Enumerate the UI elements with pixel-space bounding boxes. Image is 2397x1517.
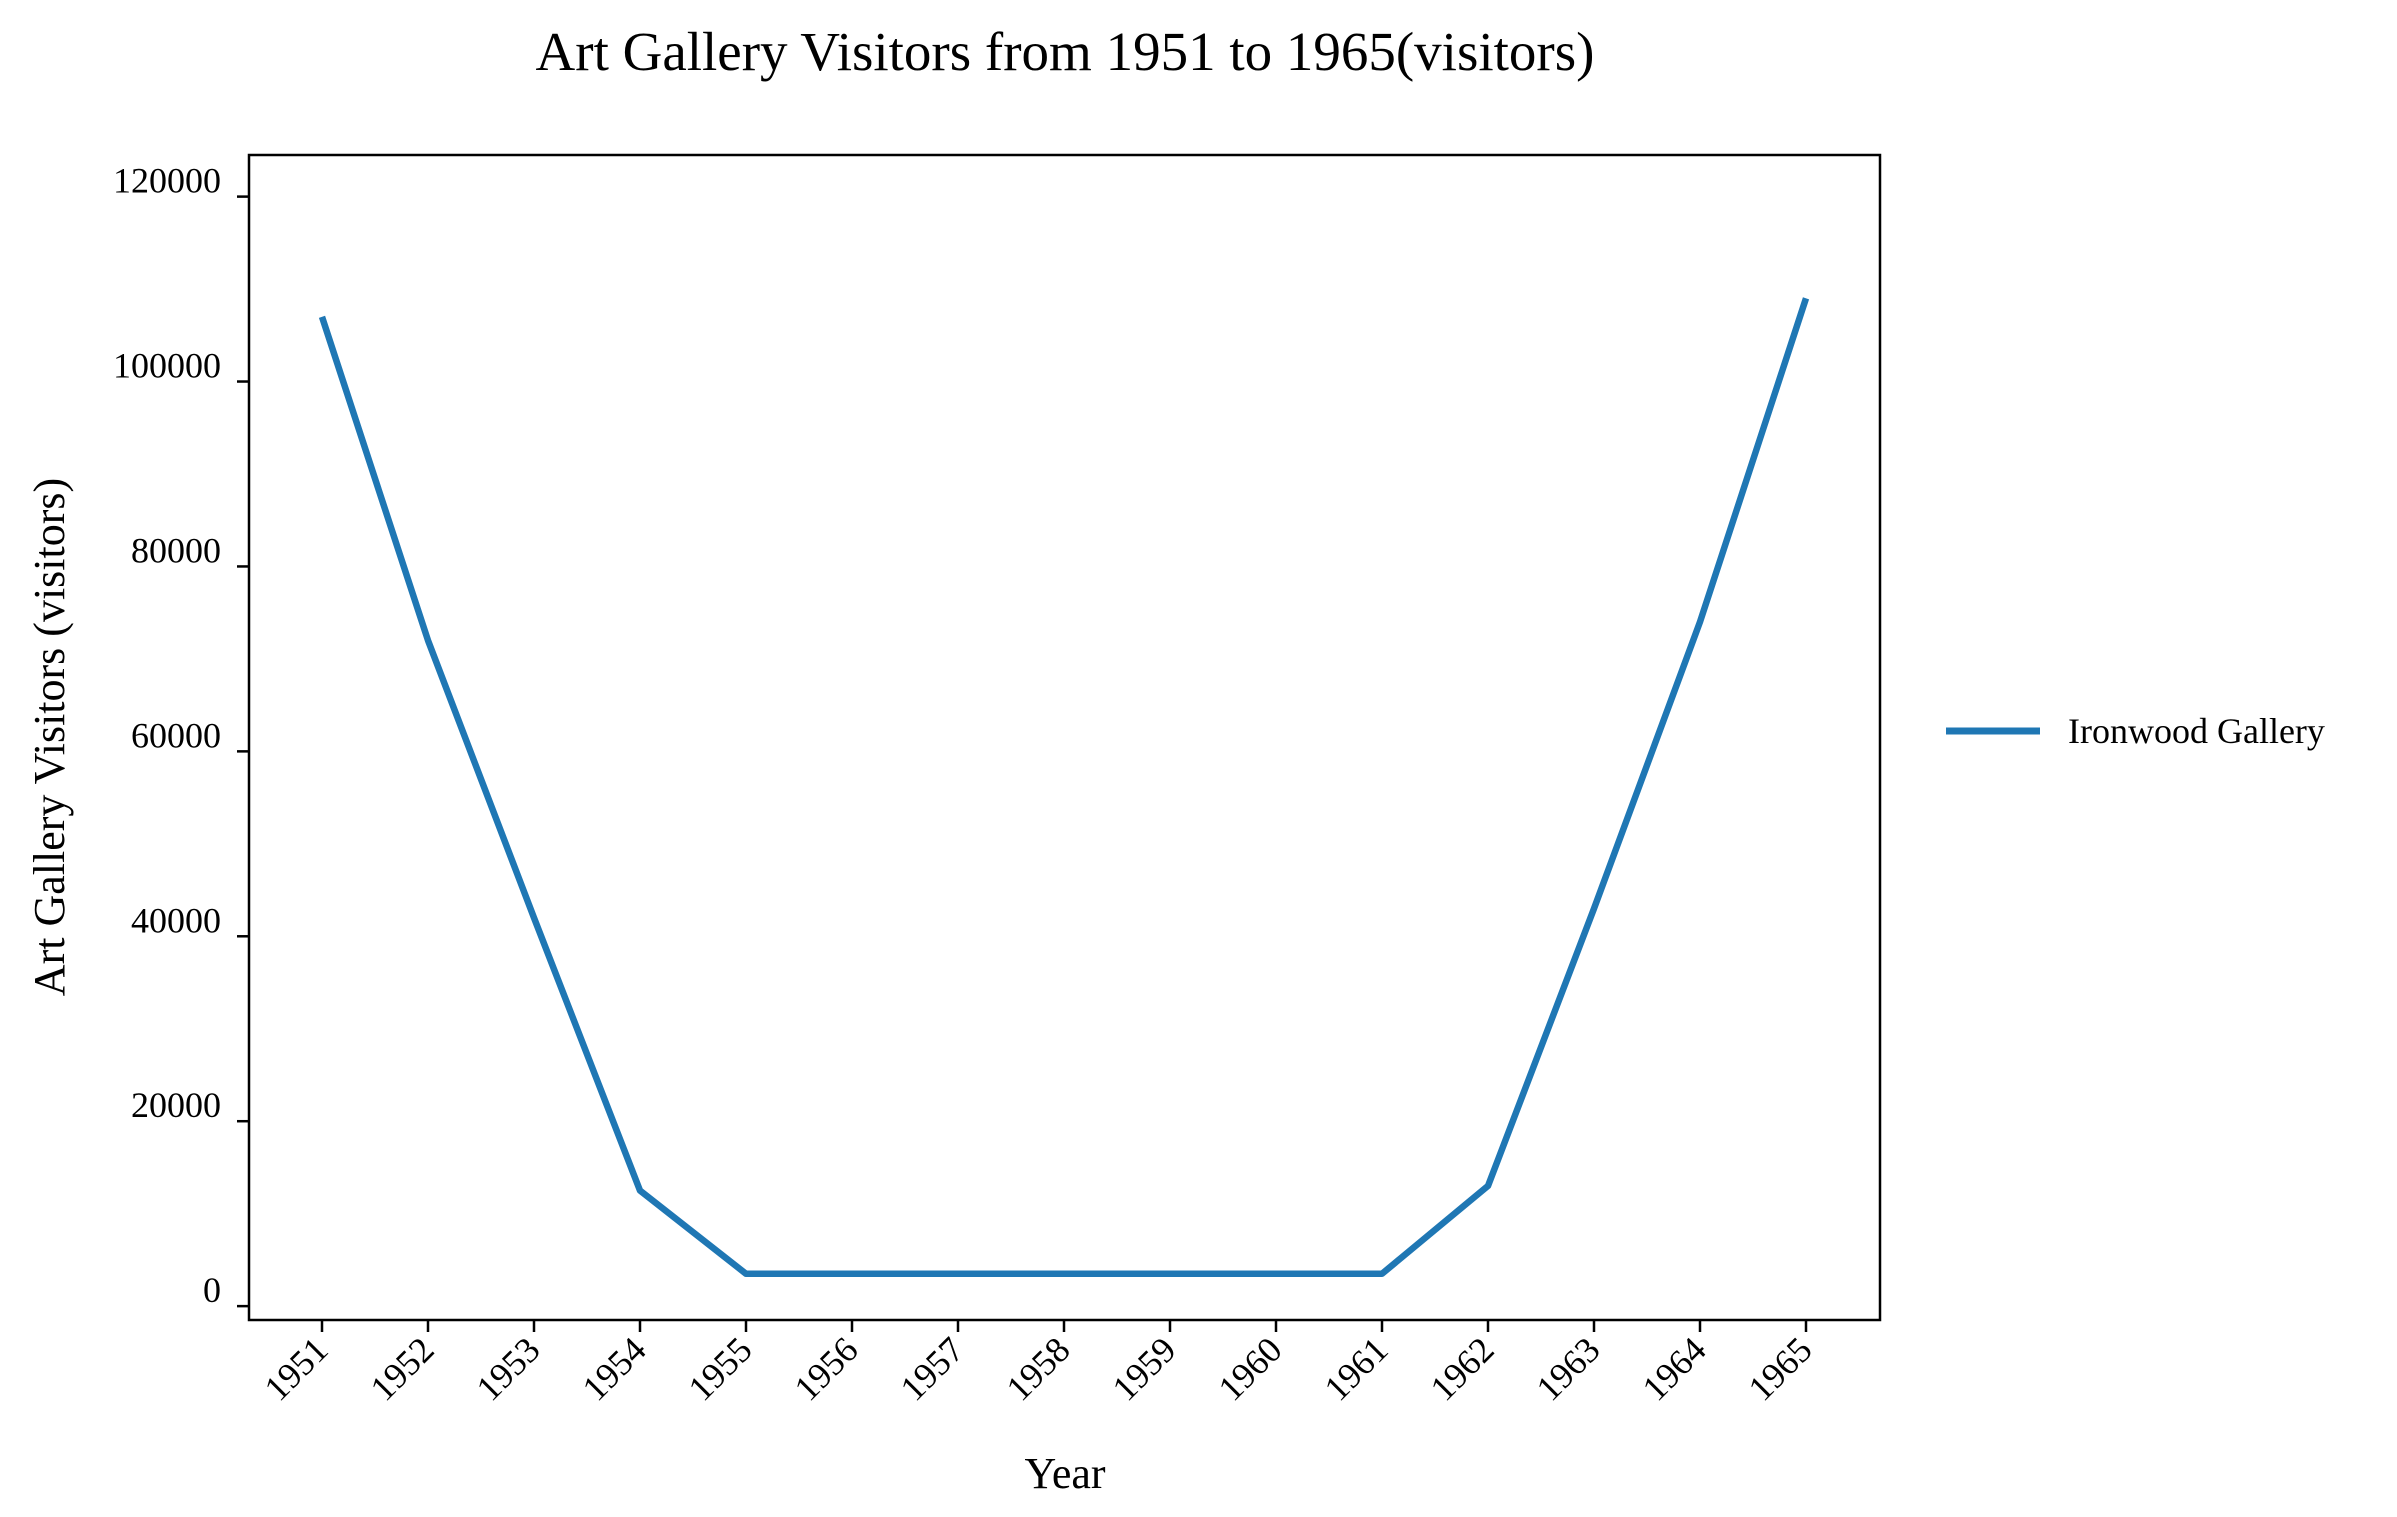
series-layer	[318, 297, 1810, 1278]
legend: Ironwood Gallery	[1946, 711, 2325, 751]
x-tick-label: 1963	[1528, 1329, 1607, 1408]
x-tick-label: 1951	[256, 1329, 335, 1408]
x-tick-label: 1962	[1422, 1329, 1501, 1408]
y-tick-label: 100000	[113, 346, 221, 386]
x-tick-label: 1958	[998, 1329, 1077, 1408]
legend-label-ironwood-gallery: Ironwood Gallery	[2068, 711, 2325, 751]
y-tick-label: 40000	[131, 900, 221, 940]
y-tick-label: 0	[203, 1270, 221, 1310]
x-tick-label: 1952	[362, 1329, 441, 1408]
x-tick-label: 1960	[1210, 1329, 1289, 1408]
y-tick-label: 20000	[131, 1085, 221, 1125]
x-tick-label: 1959	[1104, 1329, 1183, 1408]
x-tick-label: 1956	[786, 1329, 865, 1408]
x-tick-label: 1964	[1634, 1329, 1713, 1408]
y-axis: 0 20000 40000 60000 80000 100000 120000	[113, 161, 249, 1310]
plot-area-frame	[247, 153, 1882, 1322]
x-tick-label: 1954	[574, 1329, 653, 1408]
y-axis-label: Art Gallery Visitors (visitors)	[25, 478, 74, 996]
x-axis: 1951 1952 1953 1954 1955 1956 1957 1958 1959 1960…	[256, 1320, 1820, 1409]
x-tick-label: 1965	[1740, 1329, 1819, 1408]
series-line-ironwood-gallery	[318, 297, 1810, 1278]
y-tick-label: 80000	[131, 530, 221, 570]
chart-title: Art Gallery Visitors from 1951 to 1965(v…	[536, 21, 1595, 82]
y-tick-label: 60000	[131, 715, 221, 755]
x-tick-label: 1961	[1316, 1329, 1395, 1408]
x-axis-label: Year	[1024, 1449, 1105, 1498]
x-tick-label: 1957	[892, 1329, 971, 1408]
y-tick-label: 120000	[113, 161, 221, 201]
x-tick-label: 1953	[468, 1329, 547, 1408]
x-tick-label: 1955	[680, 1329, 759, 1408]
